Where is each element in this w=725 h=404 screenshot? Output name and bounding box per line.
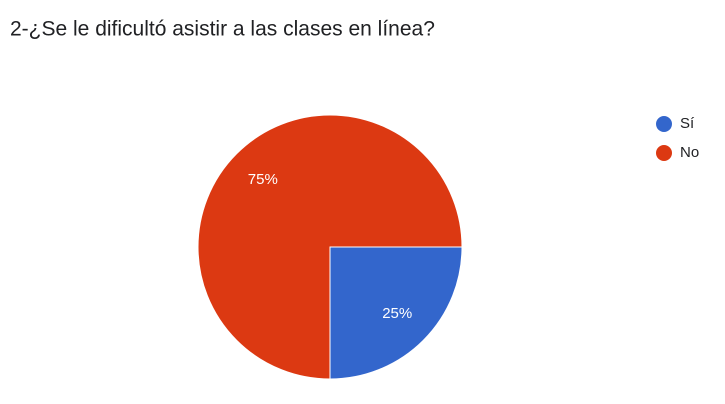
- pie-slice: [197, 114, 463, 380]
- chart-title: 2-¿Se le dificultó asistir a las clases …: [10, 18, 435, 41]
- legend-marker: [656, 145, 672, 161]
- slice-label: 75%: [248, 171, 278, 188]
- legend-marker: [656, 116, 672, 132]
- pie-slice: [329, 246, 463, 380]
- slice-label: 25%: [382, 305, 412, 322]
- legend-label: No: [680, 144, 699, 161]
- legend-label: Sí: [680, 115, 695, 132]
